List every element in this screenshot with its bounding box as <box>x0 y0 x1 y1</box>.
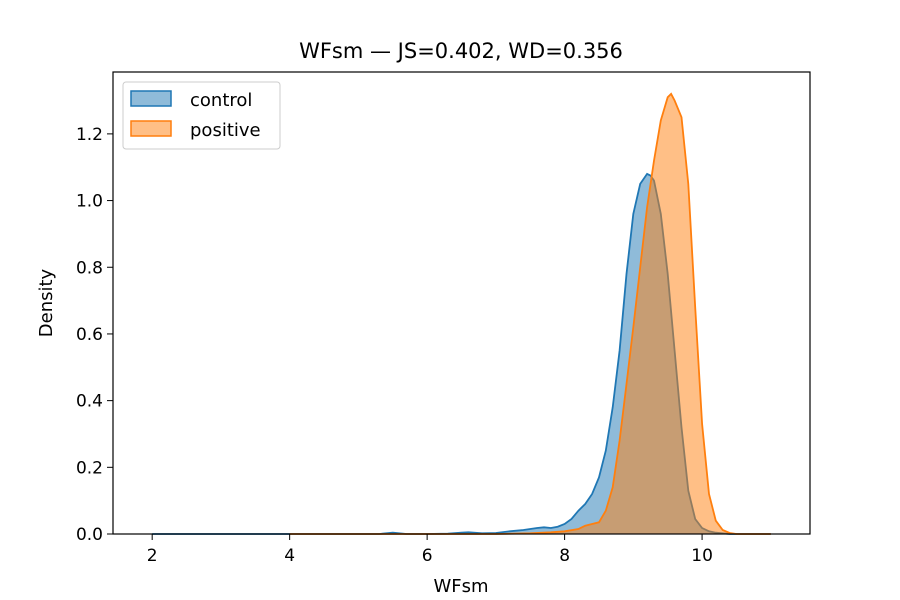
plot-frame <box>112 71 811 535</box>
legend-label-positive: positive <box>190 120 261 141</box>
legend-swatch-positive <box>130 120 172 137</box>
y-axis-label: Density <box>36 268 57 337</box>
x-tick-label: 8 <box>559 546 570 566</box>
curve-positive <box>289 92 771 535</box>
legend: control positive <box>122 81 281 150</box>
y-tick-label: 1.0 <box>76 192 103 212</box>
x-tick-label: 4 <box>284 546 295 566</box>
x-axis-ticks: 2 4 6 8 10 <box>147 534 713 566</box>
x-axis-label: WFsm <box>433 576 488 597</box>
legend-label-control: control <box>190 90 252 111</box>
area-control <box>152 173 771 534</box>
chart-title: WFsm — JS=0.402, WD=0.356 <box>299 39 623 63</box>
y-tick-label: 0.4 <box>76 392 103 412</box>
x-tick-label: 10 <box>691 546 713 566</box>
area-positive <box>289 93 771 535</box>
y-tick-label: 0.8 <box>76 258 103 278</box>
x-tick-label: 2 <box>147 546 158 566</box>
x-tick-label: 6 <box>422 546 433 566</box>
y-tick-label: 0.6 <box>76 325 103 345</box>
y-tick-label: 0.0 <box>76 525 103 545</box>
y-axis-ticks: 0.0 0.2 0.4 0.6 0.8 1.0 1.2 <box>76 125 113 545</box>
y-tick-label: 0.2 <box>76 458 103 478</box>
legend-swatch-control <box>130 90 172 107</box>
plot-layer <box>152 92 771 535</box>
y-tick-label: 1.2 <box>76 125 103 145</box>
